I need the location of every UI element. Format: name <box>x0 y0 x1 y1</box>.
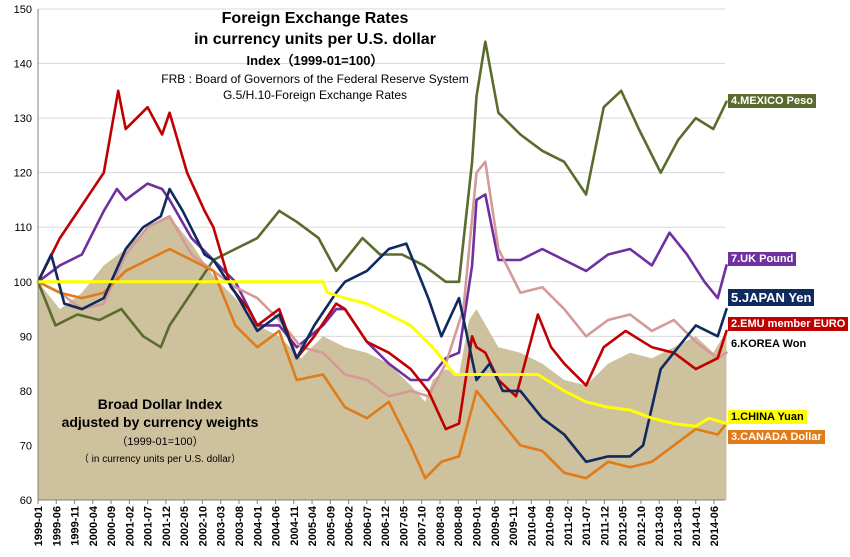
x-tick-label-2002-10: 2002-10 <box>197 506 209 546</box>
x-tick-label-2005-09: 2005-09 <box>325 506 337 546</box>
series-label-canada-dollar: 3.CANADA Dollar <box>728 430 825 444</box>
x-tick-label-1999-06: 1999-06 <box>51 506 63 546</box>
x-tick-label-2006-02: 2006-02 <box>344 506 356 546</box>
series-line-korea-won <box>36 160 728 398</box>
series-label-uk-pound: 7.UK Pound <box>728 252 797 266</box>
x-tick-label-2003-08: 2003-08 <box>234 506 246 546</box>
x-tick-label-2009-01: 2009-01 <box>472 506 484 546</box>
broad-index-title: Broad Dollar Index <box>97 396 223 412</box>
x-tick-label-2012-10: 2012-10 <box>636 506 648 546</box>
x-tick-label-2010-09: 2010-09 <box>545 506 557 546</box>
x-tick-label-2007-05: 2007-05 <box>398 506 410 546</box>
chart-title-line2: in currency units per U.S. dollar <box>194 31 436 48</box>
series-label-japan-yen: 5.JAPAN Yen <box>728 289 815 306</box>
x-tick-label-2009-06: 2009-06 <box>490 506 502 546</box>
x-tick-label-2007-10: 2007-10 <box>417 506 429 546</box>
x-tick-label-2014-01: 2014-01 <box>691 506 703 546</box>
series-label-korea-won: 6.KOREA Won <box>728 337 810 351</box>
x-tick-label-2011-07: 2011-07 <box>581 506 593 546</box>
series-label-china-yuan: 1.CHINA Yuan <box>728 410 807 424</box>
series-line-canada-dollar <box>36 247 728 480</box>
series-label-emu-member-euro: 2.EMU member EURO <box>728 317 849 331</box>
y-tick-label-100: 100 <box>14 277 32 289</box>
x-tick-label-2014-06: 2014-06 <box>709 506 721 546</box>
series-line-china-yuan <box>36 280 728 428</box>
source-line-2: G.5/H.10-Foreign Exchange Rates <box>222 88 408 102</box>
broad-index-annotation: Broad Dollar Index adjusted by currency … <box>40 395 280 431</box>
broad-index-base: （1999-01=100） <box>116 436 204 448</box>
chart-title: Foreign Exchange Rates in currency units… <box>150 8 480 50</box>
x-tick-label-2001-12: 2001-12 <box>161 506 173 546</box>
x-tick-label-2010-04: 2010-04 <box>526 505 538 546</box>
x-tick-label-2011-02: 2011-02 <box>563 506 575 546</box>
broad-index-subtitle: adjusted by currency weights <box>61 414 259 430</box>
x-tick-label-2004-01: 2004-01 <box>252 506 264 546</box>
source-line-1: FRB : Board of Governors of the Federal … <box>161 72 469 86</box>
x-tick-label-2001-07: 2001-07 <box>143 506 155 546</box>
chart-subtitle: Index（1999-01=100） <box>246 53 384 68</box>
broad-dollar-index-area <box>38 216 727 501</box>
broad-index-units: （ in currency units per U.S. dollar） <box>78 454 242 465</box>
x-tick-label-2000-09: 2000-09 <box>106 506 118 546</box>
x-tick-label-2003-03: 2003-03 <box>216 506 228 546</box>
y-tick-label-90: 90 <box>20 331 32 343</box>
x-tick-label-2005-04: 2005-04 <box>307 505 319 546</box>
y-tick-label-120: 120 <box>14 168 32 180</box>
y-tick-label-140: 140 <box>14 59 32 71</box>
y-tick-label-80: 80 <box>20 386 32 398</box>
y-tick-label-130: 130 <box>14 113 32 125</box>
series-label-mexico-peso: 4.MEXICO Peso <box>728 94 816 108</box>
x-tick-label-2006-12: 2006-12 <box>380 506 392 546</box>
y-tick-label-70: 70 <box>20 440 32 452</box>
y-tick-label-150: 150 <box>14 4 32 16</box>
x-tick-label-1999-11: 1999-11 <box>70 506 82 546</box>
x-tick-label-2006-07: 2006-07 <box>362 506 374 546</box>
broad-dollar-area <box>38 216 727 501</box>
x-tick-label-2001-02: 2001-02 <box>124 506 136 546</box>
x-tick-label-2008-08: 2008-08 <box>453 506 465 546</box>
x-tick-label-2011-12: 2011-12 <box>599 506 611 546</box>
x-tick-label-2004-06: 2004-06 <box>271 506 283 546</box>
y-tick-label-60: 60 <box>20 495 32 507</box>
series-line-japan-yen <box>36 187 728 464</box>
x-tick-label-2013-03: 2013-03 <box>654 506 666 546</box>
x-tick-label-2013-08: 2013-08 <box>673 506 685 546</box>
x-tick-label-2008-03: 2008-03 <box>435 506 447 546</box>
series-line-emu-member-euro <box>36 89 728 431</box>
x-tick-label-2009-11: 2009-11 <box>508 506 520 546</box>
x-tick-label-2004-11: 2004-11 <box>289 506 301 546</box>
chart-title-line1: Foreign Exchange Rates <box>221 10 409 27</box>
x-tick-label-2000-04: 2000-04 <box>88 505 100 546</box>
axes: 60 70 80 90 100 110 120 130 140 150 1999-01 1999-06… <box>14 4 725 546</box>
series-line-uk-pound <box>36 182 728 382</box>
y-tick-label-110: 110 <box>14 222 32 234</box>
x-tick-label-1999-01: 1999-01 <box>33 506 45 546</box>
x-tick-label-2012-05: 2012-05 <box>618 506 630 546</box>
x-tick-label-2002-05: 2002-05 <box>179 506 191 546</box>
series-lines <box>36 40 728 480</box>
